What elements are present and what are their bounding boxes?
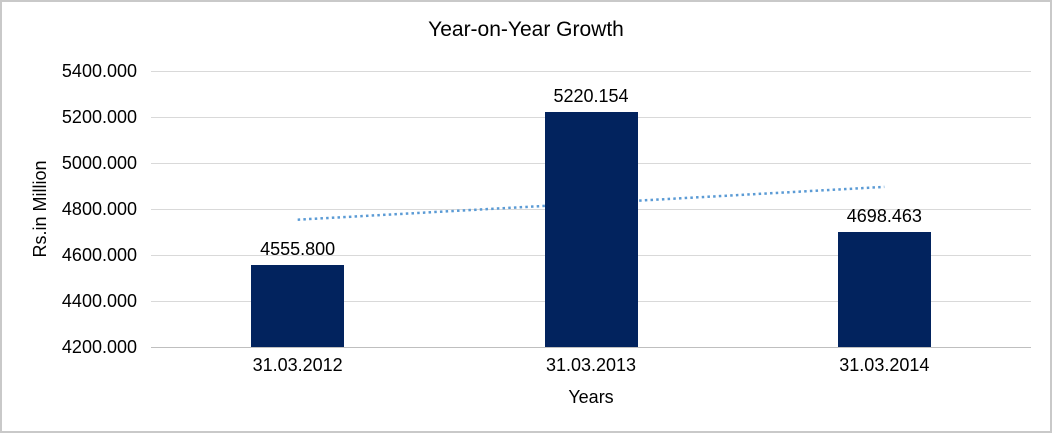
x-category-label: 31.03.2013 — [545, 355, 637, 375]
chart-title: Year-on-Year Growth — [428, 18, 624, 41]
y-tick-label: 5000.000 — [61, 153, 137, 173]
y-axis-ticks: 4200.000 4400.000 4600.000 4800.000 5000.000… — [2, 61, 137, 357]
data-label: 5220.154 — [553, 86, 629, 107]
bar-31.03.2014[interactable] — [837, 232, 931, 347]
gridline — [151, 70, 1031, 72]
trendline-layer — [297, 185, 885, 221]
bar-31.03.2013[interactable] — [544, 112, 638, 347]
y-tick-label: 4400.000 — [61, 291, 137, 311]
bar-31.03.2012[interactable] — [251, 265, 345, 347]
x-axis-line — [151, 346, 1031, 348]
data-label: 4698.463 — [846, 206, 922, 227]
y-tick-label: 4200.000 — [61, 337, 137, 357]
data-label: 4555.800 — [260, 239, 336, 260]
y-tick-label: 4800.000 — [61, 199, 137, 219]
y-tick-label: 5200.000 — [61, 107, 137, 127]
x-category-label: 31.03.2012 — [252, 355, 343, 375]
y-tick-label: 4600.000 — [61, 245, 137, 265]
x-axis-title: Years — [568, 387, 614, 407]
y-tick-label: 5400.000 — [61, 61, 137, 81]
plot-area: 4555.800 5220.154 4698.463 — [151, 70, 1031, 348]
trendline[interactable] — [297, 185, 885, 221]
x-axis-ticks: 31.03.2012 31.03.2013 31.03.2014 — [151, 354, 1031, 378]
x-category-label: 31.03.2014 — [839, 355, 930, 375]
